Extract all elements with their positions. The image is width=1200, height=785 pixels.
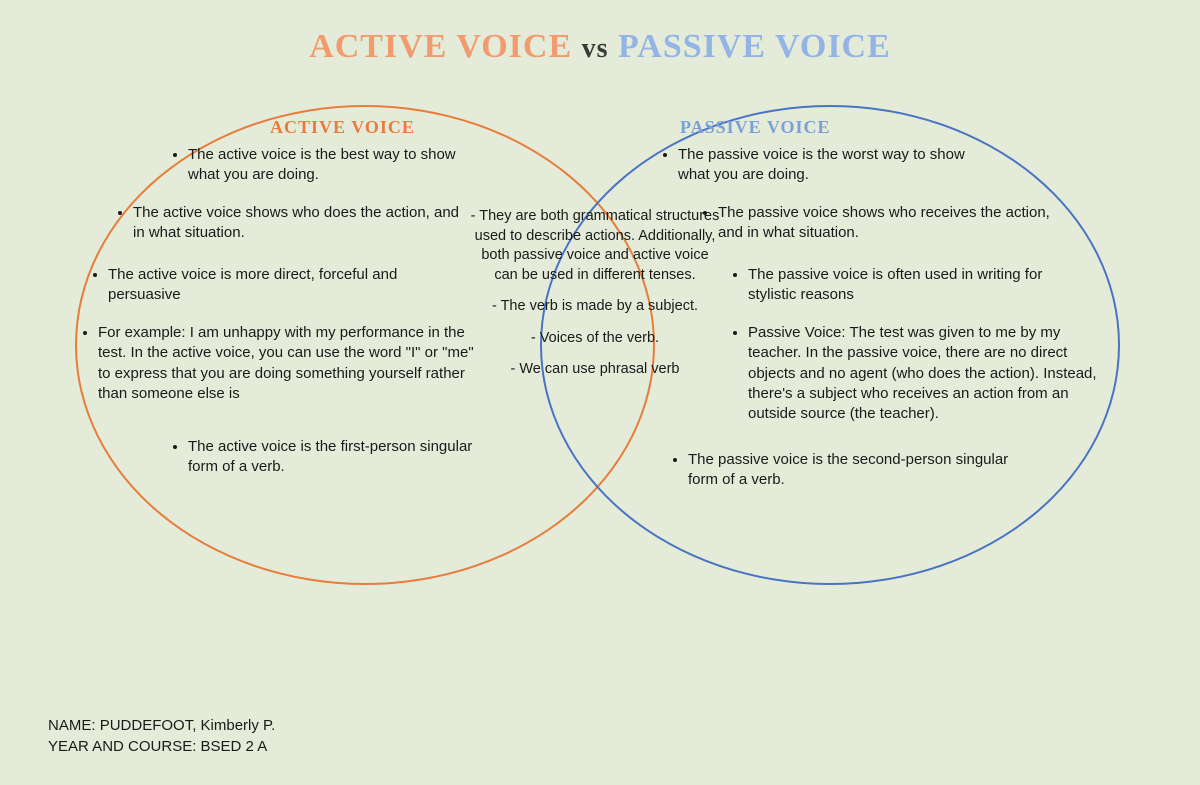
venn-diagram: ACTIVE VOICE PASSIVE VOICE The active vo… <box>0 95 1200 655</box>
footer-course-row: YEAR AND COURSE: BSED 2 A <box>48 736 275 757</box>
heading-active: ACTIVE VOICE <box>270 117 415 138</box>
passive-list-5: The passive voice is the second-person s… <box>670 450 1030 507</box>
passive-item-3: The passive voice is often used in writi… <box>748 265 1080 306</box>
active-item-5: The active voice is the first-person sin… <box>188 437 500 478</box>
active-list-2: The active voice shows who does the acti… <box>115 203 465 260</box>
passive-list-3: The passive voice is often used in writi… <box>730 265 1080 322</box>
footer-name-label: NAME: <box>48 717 96 734</box>
passive-list-1: The passive voice is the worst way to sh… <box>660 145 990 202</box>
passive-list-4: Passive Voice: The test was given to me … <box>730 323 1110 440</box>
heading-passive: PASSIVE VOICE <box>680 117 831 138</box>
footer-course-label: YEAR AND COURSE: <box>48 738 196 755</box>
passive-item-2: The passive voice shows who receives the… <box>718 203 1050 244</box>
footer-course-value: BSED 2 A <box>201 738 268 755</box>
center-item-3: - Voices of the verb. <box>470 329 720 349</box>
active-list-top: The active voice is the best way to show… <box>170 145 480 202</box>
passive-item-5: The passive voice is the second-person s… <box>688 450 1030 491</box>
center-item-2: - The verb is made by a subject. <box>470 297 720 317</box>
passive-item-4: Passive Voice: The test was given to me … <box>748 323 1110 424</box>
center-item-1: - They are both grammatical structures u… <box>470 207 720 285</box>
title-passive: PASSIVE VOICE <box>618 28 891 65</box>
active-list-4: For example: I am unhappy with my perfor… <box>80 323 480 420</box>
footer-name-row: NAME: PUDDEFOOT, Kimberly P. <box>48 715 275 736</box>
center-item-4: - We can use phrasal verb <box>470 360 720 380</box>
center-list: - They are both grammatical structures u… <box>470 207 720 392</box>
title-active: ACTIVE VOICE <box>309 28 572 65</box>
active-list-3: The active voice is more direct, forcefu… <box>90 265 450 322</box>
active-item-3: The active voice is more direct, forcefu… <box>108 265 450 306</box>
passive-item-1: The passive voice is the worst way to sh… <box>678 145 990 186</box>
active-item-2: The active voice shows who does the acti… <box>133 203 465 244</box>
passive-list-2: The passive voice shows who receives the… <box>700 203 1050 260</box>
footer-name-value: PUDDEFOOT, Kimberly P. <box>100 717 276 734</box>
footer: NAME: PUDDEFOOT, Kimberly P. YEAR AND CO… <box>48 715 275 757</box>
active-item-4: For example: I am unhappy with my perfor… <box>98 323 480 404</box>
active-item-1: The active voice is the best way to show… <box>188 145 480 186</box>
active-list-5: The active voice is the first-person sin… <box>170 437 500 494</box>
title-vs: vs <box>582 33 609 64</box>
page-title: ACTIVE VOICE vs PASSIVE VOICE <box>0 0 1200 66</box>
